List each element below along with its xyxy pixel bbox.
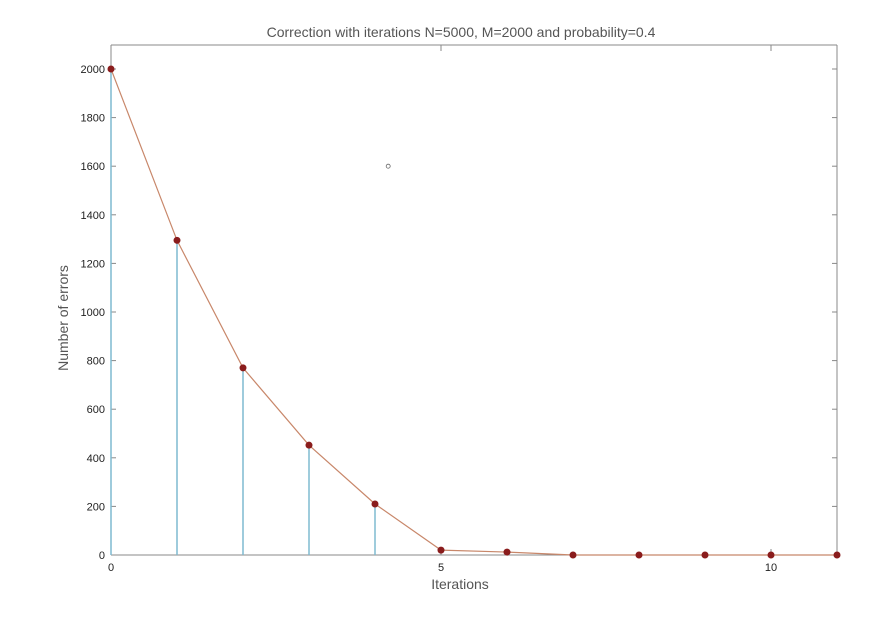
y-tick-label: 600 (87, 404, 105, 416)
y-tick-label: 2000 (81, 64, 105, 76)
data-point (701, 551, 709, 559)
y-tick-label: 1600 (81, 161, 105, 173)
chart-title: Correction with iterations N=5000, M=200… (267, 24, 656, 40)
data-series (107, 65, 841, 559)
y-axis: 0 200 400 600 800 1000 1200 1400 1600 1800 2000 (81, 64, 837, 562)
y-tick-label: 1400 (81, 210, 105, 222)
data-point (173, 236, 181, 244)
data-point (503, 548, 511, 556)
axes-frame (110, 44, 838, 556)
data-point (107, 65, 115, 73)
data-point (569, 551, 577, 559)
y-tick-label: 1800 (81, 113, 105, 125)
data-point (767, 551, 775, 559)
data-point (305, 441, 313, 449)
annotations (385, 163, 391, 169)
data-point (371, 500, 379, 508)
open-circle-marker (385, 163, 391, 169)
data-point (833, 551, 841, 559)
data-point (635, 551, 643, 559)
data-point (239, 364, 247, 372)
x-axis: 0 5 10 (108, 45, 777, 574)
data-point (437, 546, 445, 554)
series-line (110, 68, 837, 556)
x-axis-label: Iterations (431, 576, 489, 592)
x-tick-label: 10 (765, 562, 777, 574)
y-tick-label: 1000 (81, 307, 105, 319)
y-tick-label: 0 (99, 550, 105, 562)
y-tick-label: 400 (87, 453, 105, 465)
x-tick-label: 5 (438, 562, 444, 574)
x-tick-label: 0 (108, 562, 114, 574)
y-tick-label: 800 (87, 356, 105, 368)
stem-lines (110, 69, 376, 555)
y-tick-label: 1200 (81, 258, 105, 270)
y-axis-label: Number of errors (55, 265, 71, 371)
y-tick-label: 200 (87, 501, 105, 513)
